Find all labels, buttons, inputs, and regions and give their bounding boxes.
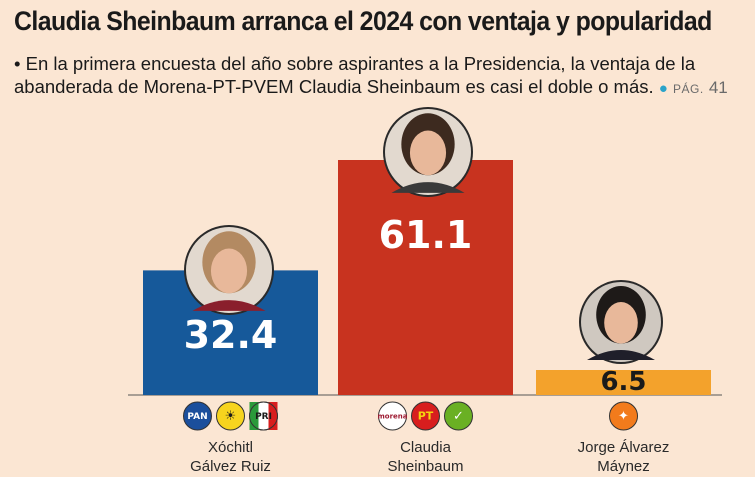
pri-red-band: [268, 402, 278, 430]
bar-value-label-1: 32.4: [184, 313, 278, 357]
bar-group-3: 6.5 ✦ Jorge Álvarez Máynez: [536, 280, 711, 475]
mc-symbol-icon: ✦: [618, 409, 629, 424]
avatar-shoulders: [391, 182, 465, 193]
bar-value-label-3: 6.5: [600, 367, 646, 397]
mc-logo-circle: [609, 401, 638, 431]
party-logo-pvem: ✓: [444, 401, 473, 431]
page-number: 41: [708, 78, 728, 97]
candidate-label-2-line-2: Sheinbaum: [388, 458, 464, 475]
pan-logo-text: PAN: [187, 412, 207, 422]
bar-3: [536, 370, 711, 395]
bar-2: [338, 160, 513, 395]
subtitle-line-1: En la primera encuesta del año sobre asp…: [25, 53, 696, 74]
bullet: •: [14, 53, 21, 74]
pan-logo-circle: [183, 401, 212, 431]
bar-group-1: 32.4 PAN ☀ PRI Xóchitl Gálvez Ruiz: [143, 225, 318, 475]
pt-logo-circle: [411, 401, 440, 431]
avatar-face: [409, 130, 447, 176]
page-dot-icon: ●: [658, 80, 668, 97]
page-prefix: PÁG.: [673, 82, 704, 96]
candidate-label-3-line-2: Máynez: [597, 458, 650, 475]
bar-group-2: 61.1 morena PT ✓Claudia Sheinbaum: [338, 107, 513, 475]
candidate-label-1-line-2: Gálvez Ruiz: [190, 458, 271, 475]
pt-logo-text: PT: [418, 410, 434, 423]
party-logo-prd: ☀: [216, 401, 245, 431]
candidate-label-1-line-1: Xóchitl: [208, 439, 253, 456]
pvem-logo-circle: [444, 401, 473, 431]
morena-logo-text: morena: [377, 412, 407, 420]
avatar-face: [210, 248, 248, 294]
party-logo-pan: PAN: [183, 401, 212, 431]
party-logo-morena: morena: [377, 401, 408, 431]
prd-symbol-icon: ☀: [225, 409, 237, 424]
avatar-2: [383, 107, 473, 197]
party-logo-pt: PT: [411, 401, 440, 431]
subtitle-line-2: abanderada de Morena-PT-PVEM Claudia She…: [14, 76, 654, 97]
candidate-label-2-line-1: Claudia: [400, 439, 452, 456]
avatar-shoulders: [192, 300, 266, 311]
avatar-3: [579, 280, 663, 364]
avatar-shoulders: [587, 350, 655, 360]
party-logo-mc: ✦: [609, 401, 638, 431]
bar-value-label-2: 61.1: [379, 213, 473, 257]
page-title: Claudia Sheinbaum arranca el 2024 con ve…: [14, 6, 712, 36]
avatar-face: [604, 302, 638, 344]
pri-green-band: [249, 402, 259, 430]
prd-logo-circle: [216, 401, 245, 431]
subtitle: • En la primera encuesta del año sobre a…: [14, 52, 749, 101]
pri-logo-text: PRI: [255, 412, 272, 422]
pvem-symbol-icon: ✓: [453, 409, 464, 424]
candidate-label-3-line-1: Jorge Álvarez: [578, 439, 670, 456]
pri-outline: [249, 401, 278, 431]
avatar-1: [184, 225, 274, 315]
party-logo-pri: PRI: [249, 401, 278, 431]
morena-logo-circle: [378, 401, 407, 431]
